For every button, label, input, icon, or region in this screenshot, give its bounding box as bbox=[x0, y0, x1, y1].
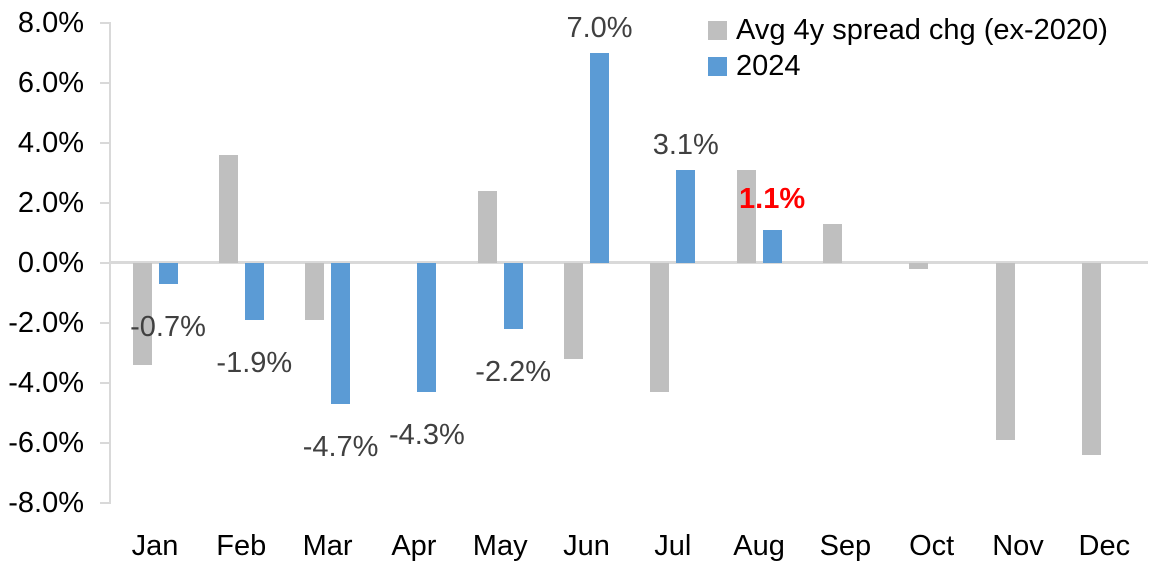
y-axis-tick-label: 2.0% bbox=[17, 187, 84, 219]
bar-2024-mar bbox=[331, 263, 351, 404]
bar-avg-mar bbox=[305, 263, 325, 320]
x-axis-label-dec: Dec bbox=[1078, 530, 1131, 562]
y-axis-tick-mark bbox=[100, 262, 110, 264]
data-label-may: -2.2% bbox=[475, 356, 552, 388]
bar-avg-sep bbox=[822, 224, 842, 263]
legend: Avg 4y spread chg (ex-2020) 2024 bbox=[708, 12, 1108, 84]
bar-avg-dec bbox=[1081, 263, 1101, 455]
bar-avg-nov bbox=[995, 263, 1015, 440]
x-axis-label-aug: Aug bbox=[733, 530, 785, 562]
x-axis-label-sep: Sep bbox=[819, 530, 872, 562]
legend-label-avg-spread: Avg 4y spread chg (ex-2020) bbox=[736, 13, 1108, 46]
bar-avg-feb bbox=[218, 155, 238, 263]
data-label-jun: 7.0% bbox=[566, 12, 633, 44]
x-axis-label-mar: Mar bbox=[302, 530, 353, 562]
y-axis-tick-label: 0.0% bbox=[17, 247, 84, 279]
bar-avg-may bbox=[477, 191, 497, 263]
y-axis-tick-label: -6.0% bbox=[8, 427, 84, 459]
bar-2024-jul bbox=[676, 170, 696, 263]
bar-2024-jun bbox=[590, 53, 609, 263]
x-axis-label-nov: Nov bbox=[992, 530, 1044, 562]
y-axis-tick-mark bbox=[100, 82, 110, 84]
data-label-feb: -1.9% bbox=[216, 347, 293, 379]
y-axis-tick-mark bbox=[100, 442, 110, 444]
y-axis-tick-label: 6.0% bbox=[17, 67, 84, 99]
bar-2024-feb bbox=[244, 263, 264, 320]
y-axis-tick-label: -4.0% bbox=[8, 367, 84, 399]
bar-avg-jan bbox=[132, 263, 152, 365]
y-axis-tick-label: 4.0% bbox=[17, 127, 84, 159]
y-axis-tick-label: -8.0% bbox=[8, 487, 84, 519]
bar-2024-may bbox=[503, 263, 523, 329]
legend-label-2024: 2024 bbox=[736, 49, 801, 82]
legend-item-2024: 2024 bbox=[708, 48, 1108, 84]
data-label-apr: -4.3% bbox=[389, 419, 465, 451]
zero-baseline bbox=[110, 261, 1148, 264]
y-axis-tick-label: -2.0% bbox=[8, 307, 84, 339]
legend-item-avg-spread: Avg 4y spread chg (ex-2020) bbox=[708, 12, 1108, 48]
x-axis-label-jun: Jun bbox=[563, 530, 610, 562]
data-label-jul: 3.1% bbox=[652, 129, 719, 161]
y-axis-tick-mark bbox=[100, 502, 110, 504]
data-label-aug: 1.1% bbox=[739, 183, 806, 215]
data-label-mar: -4.7% bbox=[302, 431, 379, 463]
x-axis-label-oct: Oct bbox=[909, 530, 955, 562]
x-axis-label-may: May bbox=[472, 530, 528, 562]
bar-avg-jun bbox=[564, 263, 583, 359]
bar-avg-aug bbox=[736, 170, 756, 263]
bar-2024-apr bbox=[417, 263, 437, 392]
bar-2024-jan bbox=[158, 263, 178, 284]
bar-2024-aug bbox=[762, 230, 782, 263]
data-label-jan: -0.7% bbox=[130, 311, 206, 343]
x-axis-label-jan: Jan bbox=[131, 530, 179, 562]
bar-avg-jul bbox=[650, 263, 670, 392]
y-axis-tick-mark bbox=[100, 322, 110, 324]
x-axis-label-apr: Apr bbox=[391, 530, 437, 562]
bar-avg-oct bbox=[909, 263, 929, 269]
y-axis-tick-mark bbox=[100, 202, 110, 204]
y-axis-tick-label: 8.0% bbox=[17, 7, 84, 39]
legend-swatch-blue bbox=[708, 56, 727, 76]
y-axis-tick-mark bbox=[100, 382, 110, 384]
x-axis-label-feb: Feb bbox=[216, 530, 267, 562]
legend-swatch-gray bbox=[708, 20, 727, 40]
y-axis-tick-mark bbox=[100, 142, 110, 144]
x-axis-label-jul: Jul bbox=[654, 530, 692, 562]
y-axis-tick-mark bbox=[100, 22, 110, 24]
